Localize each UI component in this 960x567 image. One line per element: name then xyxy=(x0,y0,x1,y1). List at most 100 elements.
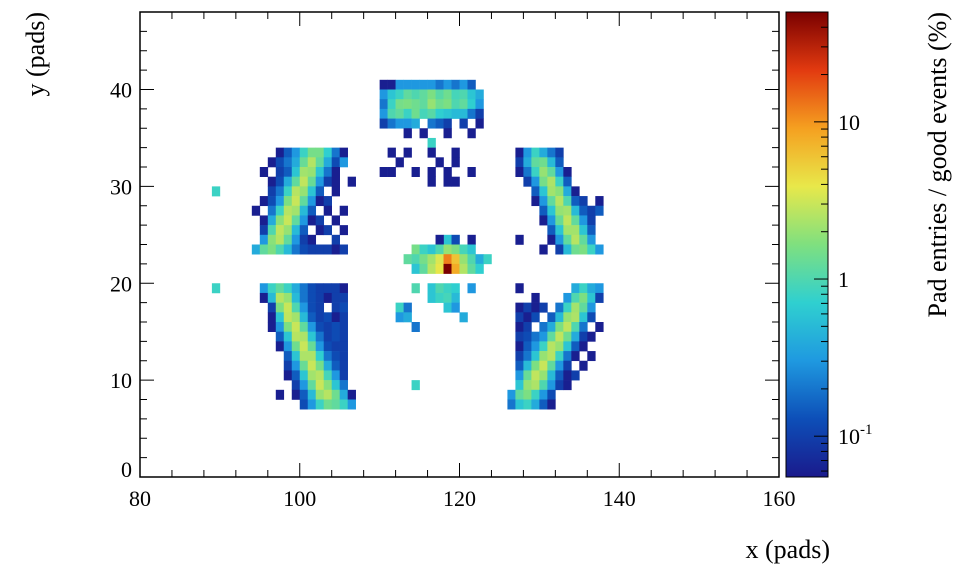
heatmap-cell xyxy=(307,302,317,313)
heatmap-cell xyxy=(443,176,452,187)
y-axis: 0 10 20 30 40 xyxy=(110,11,779,482)
heatmap-cell xyxy=(283,360,293,371)
heatmap-cell xyxy=(539,399,548,410)
heatmap-cell xyxy=(555,244,564,255)
heatmap-cell xyxy=(275,225,285,236)
heatmap-cell xyxy=(547,341,556,352)
heatmap-cell xyxy=(323,370,332,381)
heatmap-cell xyxy=(275,312,285,323)
heatmap-cell xyxy=(331,312,340,323)
heatmap-cell xyxy=(267,196,277,207)
heatmap-cell xyxy=(539,205,548,216)
x-tick-label: 140 xyxy=(603,486,636,511)
heatmap-cell xyxy=(443,292,452,303)
heatmap-cell xyxy=(515,283,524,294)
heatmap-cell xyxy=(435,263,444,274)
heatmap-cell xyxy=(299,370,309,381)
heatmap-cell xyxy=(563,167,572,177)
heatmap-cell xyxy=(307,244,317,255)
heatmap-cell xyxy=(531,399,540,410)
heatmap-cell xyxy=(403,302,412,313)
heatmap-cell xyxy=(563,292,572,303)
heatmap-cell xyxy=(307,322,317,332)
heatmap-cell xyxy=(539,322,548,332)
heatmap-cell xyxy=(419,99,428,110)
heatmap-cell xyxy=(307,283,317,294)
heatmap-cell xyxy=(283,351,293,362)
heatmap-cell xyxy=(427,292,436,303)
heatmap-cell xyxy=(403,128,412,139)
heatmap-cell xyxy=(267,244,277,255)
heatmap-cell xyxy=(339,399,348,410)
colorbar-scale xyxy=(785,11,829,478)
heatmap-cell xyxy=(475,89,484,100)
heatmap-cell xyxy=(331,167,340,177)
colorbar: 10-1 1 10 xyxy=(785,11,873,478)
heatmap-cell xyxy=(299,157,309,168)
heatmap-cell xyxy=(283,322,293,332)
heatmap-cell xyxy=(467,234,476,245)
heatmap-cell xyxy=(467,167,476,177)
heatmap-cell xyxy=(451,244,460,255)
heatmap-cell xyxy=(571,322,580,332)
heatmap-cell xyxy=(531,292,540,303)
heatmap-cell xyxy=(451,176,460,187)
heatmap-cell xyxy=(379,79,388,90)
heatmap-cell xyxy=(579,234,588,245)
heatmap-cell xyxy=(387,79,396,90)
heatmap-cell xyxy=(331,147,340,158)
heatmap-cell xyxy=(539,331,548,342)
heatmap-cell xyxy=(275,176,285,187)
heatmap-cell xyxy=(275,147,285,158)
heatmap-cell xyxy=(267,225,277,236)
heatmap-cell xyxy=(547,322,556,332)
heatmap-cell xyxy=(571,341,580,352)
heatmap-cell xyxy=(523,399,532,410)
heatmap-cell xyxy=(555,360,564,371)
heatmap-cell xyxy=(323,351,332,362)
heatmap-cell xyxy=(427,167,436,177)
heatmap-cell xyxy=(339,360,348,371)
heatmap-cell xyxy=(315,186,325,197)
heatmap-cell xyxy=(315,399,325,410)
heatmap-cell xyxy=(315,322,325,332)
heatmap-cell xyxy=(467,263,476,274)
heatmap-cell xyxy=(339,244,348,255)
heatmap-cell xyxy=(547,167,556,177)
heatmap-cell xyxy=(563,215,572,226)
heatmap-cell xyxy=(427,99,436,110)
heatmap-cell xyxy=(267,322,277,332)
heatmap-cell xyxy=(563,196,572,207)
heatmap-cell xyxy=(403,108,412,119)
heatmap-cell xyxy=(307,370,317,381)
heatmap-cell xyxy=(331,283,340,294)
heatmap-cell xyxy=(347,176,356,187)
heatmap-cell xyxy=(539,244,548,255)
heatmap-cell xyxy=(331,244,340,255)
heatmap-cell xyxy=(579,331,588,342)
heatmap-cell xyxy=(315,360,325,371)
heatmap-cell xyxy=(563,312,572,323)
heatmap-cell xyxy=(547,147,556,158)
heatmap-cell xyxy=(595,322,604,332)
heatmap-cell xyxy=(283,370,293,381)
heatmap-cell xyxy=(291,176,301,187)
heatmap-cell xyxy=(291,351,301,362)
heatmap-cell xyxy=(523,331,532,342)
heatmap-cell xyxy=(427,79,436,90)
heatmap-cell xyxy=(339,292,348,303)
heatmap-cell xyxy=(459,254,468,265)
heatmap-cell xyxy=(531,370,540,381)
heatmap-cell xyxy=(259,225,269,236)
heatmap-cell xyxy=(395,108,404,119)
heatmap-cell xyxy=(571,196,580,207)
heatmap-cell xyxy=(315,196,325,207)
heatmap-cell xyxy=(307,389,317,400)
heatmap-cell xyxy=(571,351,580,362)
heatmap-cell xyxy=(323,167,332,177)
heatmap-cell xyxy=(395,99,404,110)
heatmap-cell xyxy=(339,322,348,332)
heatmap-cell xyxy=(555,351,564,362)
heatmap-cell xyxy=(291,341,301,352)
heatmap-cell xyxy=(555,196,564,207)
